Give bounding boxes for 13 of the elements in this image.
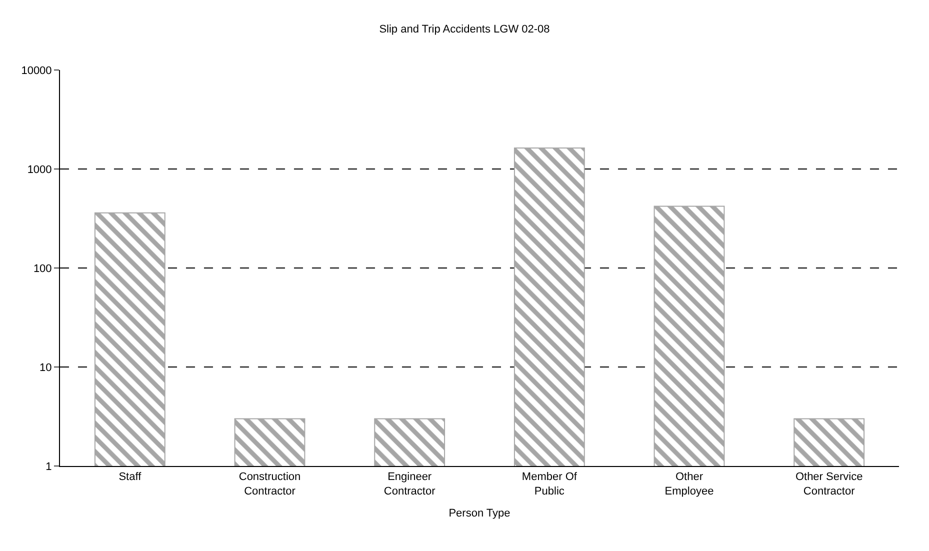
x-tick-label: Other Employee — [664, 471, 714, 498]
x-tick-label: Other Service Contractor — [795, 471, 863, 498]
x-tick-label: Member Of Public — [522, 471, 578, 498]
y-tick-label: 1 — [46, 460, 52, 473]
y-tick-label: 10 — [40, 362, 52, 374]
y-tick-label: 10000 — [21, 64, 52, 77]
x-axis-title: Person Type — [448, 508, 510, 520]
y-tick-label: 100 — [33, 262, 52, 275]
x-tick-label: Construction Contractor — [238, 471, 301, 498]
chart-title: Slip and Trip Accidents LGW 02-08 — [379, 23, 550, 36]
x-tick-label: Engineer Contractor — [384, 471, 436, 498]
y-tick-label: 1000 — [27, 164, 52, 176]
x-tick-label: Staff — [118, 471, 142, 484]
